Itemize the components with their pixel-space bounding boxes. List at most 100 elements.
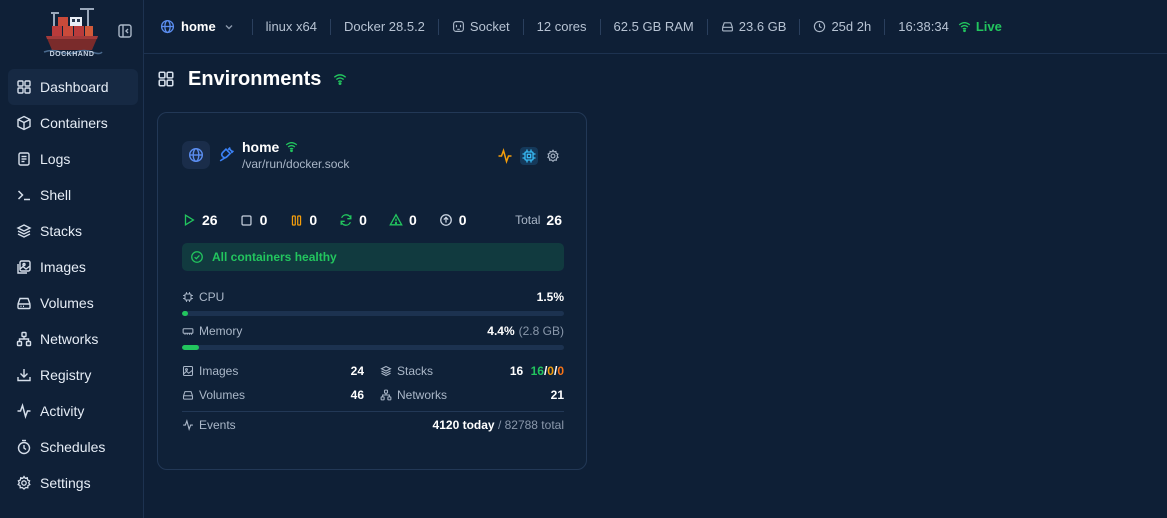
sidebar-item-networks[interactable]: Networks — [8, 321, 138, 357]
images-label: Images — [199, 364, 239, 378]
volumes-stat[interactable]: Volumes 46 — [182, 388, 364, 402]
wifi-icon — [333, 72, 347, 86]
images-stat[interactable]: Images 24 — [182, 364, 364, 378]
sidebar-item-label: Images — [40, 259, 86, 275]
sidebar-item-images[interactable]: Images — [8, 249, 138, 285]
total-value: 26 — [546, 212, 562, 228]
network-icon — [16, 331, 32, 347]
volumes-label: Volumes — [199, 388, 246, 402]
sidebar-item-schedules[interactable]: Schedules — [8, 429, 138, 465]
container-counts: 26 0 0 0 0 — [182, 211, 562, 229]
networks-stat[interactable]: Networks 21 — [380, 388, 564, 402]
stacks-stat[interactable]: Stacks 16 16/0/0 — [380, 364, 564, 378]
sidebar-item-shell[interactable]: Shell — [8, 177, 138, 213]
unhealthy-value: 0 — [408, 212, 417, 228]
time-text: 16:38:34 — [898, 19, 949, 34]
stacks-label: Stacks — [397, 364, 434, 378]
connection-type: Socket — [452, 0, 510, 54]
ram-info: 62.5 GB RAM — [614, 0, 694, 54]
sidebar-item-containers[interactable]: Containers — [8, 105, 138, 141]
sidebar-item-label: Schedules — [40, 439, 106, 455]
sidebar-item-label: Activity — [40, 403, 85, 419]
wifi-icon — [285, 140, 298, 153]
os-text: linux x64 — [265, 19, 317, 34]
sidebar-item-label: Containers — [40, 115, 108, 131]
health-message: All containers healthy — [212, 250, 337, 264]
plug-icon — [218, 146, 235, 163]
events-summary[interactable]: Events 4120 today / 82788 total — [182, 417, 564, 433]
header-divider — [522, 18, 524, 35]
uptime-info: 25d 2h — [813, 0, 871, 54]
header-divider — [706, 18, 708, 35]
environment-name[interactable]: home — [242, 139, 280, 155]
sidebar-item-registry[interactable]: Registry — [8, 357, 138, 393]
gear-icon[interactable] — [544, 147, 562, 165]
images-icon — [16, 259, 32, 275]
dockhand-logo[interactable] — [40, 6, 104, 62]
hard-drive-icon — [16, 295, 32, 311]
square-icon — [240, 213, 254, 227]
top-header: home linux x64 Docker 28.5.2 Socket 12 c… — [144, 0, 1167, 54]
wifi-icon — [958, 20, 971, 33]
cpu-label: CPU — [199, 290, 225, 304]
memory-value: 4.4% (2.8 GB) — [487, 324, 564, 338]
sidebar-item-label: Shell — [40, 187, 72, 203]
header-divider — [251, 18, 253, 35]
activity-icon[interactable] — [496, 147, 514, 165]
events-value: 4120 today / 82788 total — [433, 418, 564, 432]
network-icon — [380, 389, 392, 401]
volumes-value: 46 — [350, 388, 364, 402]
memory-percent: 4.4% — [487, 324, 515, 338]
layers-icon — [380, 365, 392, 377]
arrow-up-circle-icon — [439, 213, 453, 227]
environment-card[interactable]: home /var/run/docker.sock 26 0 — [157, 112, 587, 470]
cpu-metric: CPU 1.5% — [182, 289, 564, 316]
sidebar-nav: Dashboard Containers Logs Shell Stacks — [8, 69, 138, 501]
sidebar-item-stacks[interactable]: Stacks — [8, 213, 138, 249]
events-total: / 82788 total — [497, 418, 564, 432]
header-divider — [437, 18, 439, 35]
sidebar-item-dashboard[interactable]: Dashboard — [8, 69, 138, 105]
hard-drive-icon — [721, 20, 734, 33]
sidebar-item-activity[interactable]: Activity — [8, 393, 138, 429]
os-info: linux x64 — [266, 0, 317, 54]
check-circle-icon — [190, 250, 204, 264]
sidebar-item-logs[interactable]: Logs — [8, 141, 138, 177]
page-header: Environments — [157, 66, 347, 92]
cpu-bar-fill — [182, 311, 188, 316]
card-divider — [182, 411, 564, 412]
card-actions — [496, 147, 562, 165]
docker-version-text: Docker 28.5.2 — [343, 19, 425, 34]
created-count: 0 — [439, 212, 467, 228]
running-value: 26 — [202, 212, 218, 228]
header-divider — [329, 18, 331, 35]
networks-label: Networks — [397, 388, 448, 402]
cpu-bar — [182, 311, 564, 316]
logs-icon — [16, 151, 32, 167]
created-value: 0 — [458, 212, 467, 228]
socket-icon — [452, 20, 465, 33]
sidebar-collapse-icon[interactable] — [117, 23, 133, 39]
sidebar-item-label: Stacks — [40, 223, 83, 239]
images-icon — [182, 365, 194, 377]
cpu-value: 1.5% — [536, 290, 564, 304]
docker-version: Docker 28.5.2 — [344, 0, 425, 54]
stacks-stopped: 0 — [557, 364, 564, 378]
sidebar-item-volumes[interactable]: Volumes — [8, 285, 138, 321]
environment-selector[interactable]: home — [160, 0, 239, 54]
restarting-count: 0 — [339, 212, 367, 228]
cores-text: 12 cores — [536, 19, 587, 34]
sidebar-item-settings[interactable]: Settings — [8, 465, 138, 501]
cpu-icon[interactable] — [520, 147, 538, 165]
page-title: Environments — [188, 67, 322, 90]
disk-info: 23.6 GB — [721, 0, 786, 54]
paused-value: 0 — [309, 212, 318, 228]
refresh-icon — [339, 213, 353, 227]
unhealthy-count: 0 — [389, 212, 417, 228]
events-today: 4120 today — [432, 418, 495, 432]
terminal-icon — [16, 187, 32, 203]
sidebar-item-label: Dashboard — [40, 79, 109, 95]
images-value: 24 — [350, 364, 364, 378]
memory-detail: (2.8 GB) — [518, 324, 564, 338]
live-status: Live — [958, 0, 1002, 54]
